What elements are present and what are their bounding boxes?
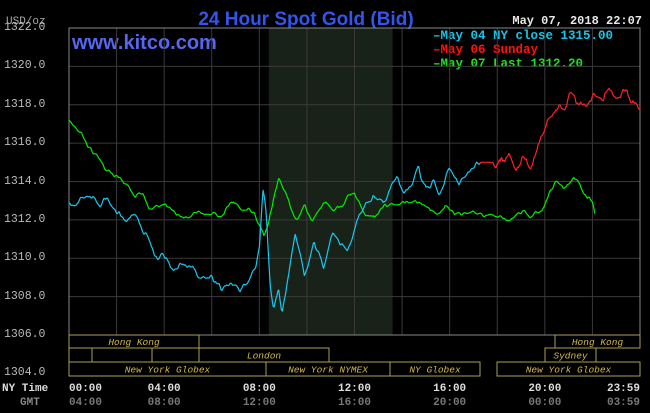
- svg-text:NY Globex: NY Globex: [409, 365, 461, 376]
- svg-text:New York NYMEX: New York NYMEX: [288, 365, 369, 376]
- svg-text:New York Globex: New York Globex: [526, 365, 612, 376]
- svg-text:Hong Kong: Hong Kong: [572, 337, 624, 348]
- svg-text:London: London: [247, 351, 282, 362]
- svg-text:Hong Kong: Hong Kong: [108, 337, 160, 348]
- svg-text:Sydney: Sydney: [553, 351, 588, 362]
- svg-text:New York Globex: New York Globex: [125, 365, 211, 376]
